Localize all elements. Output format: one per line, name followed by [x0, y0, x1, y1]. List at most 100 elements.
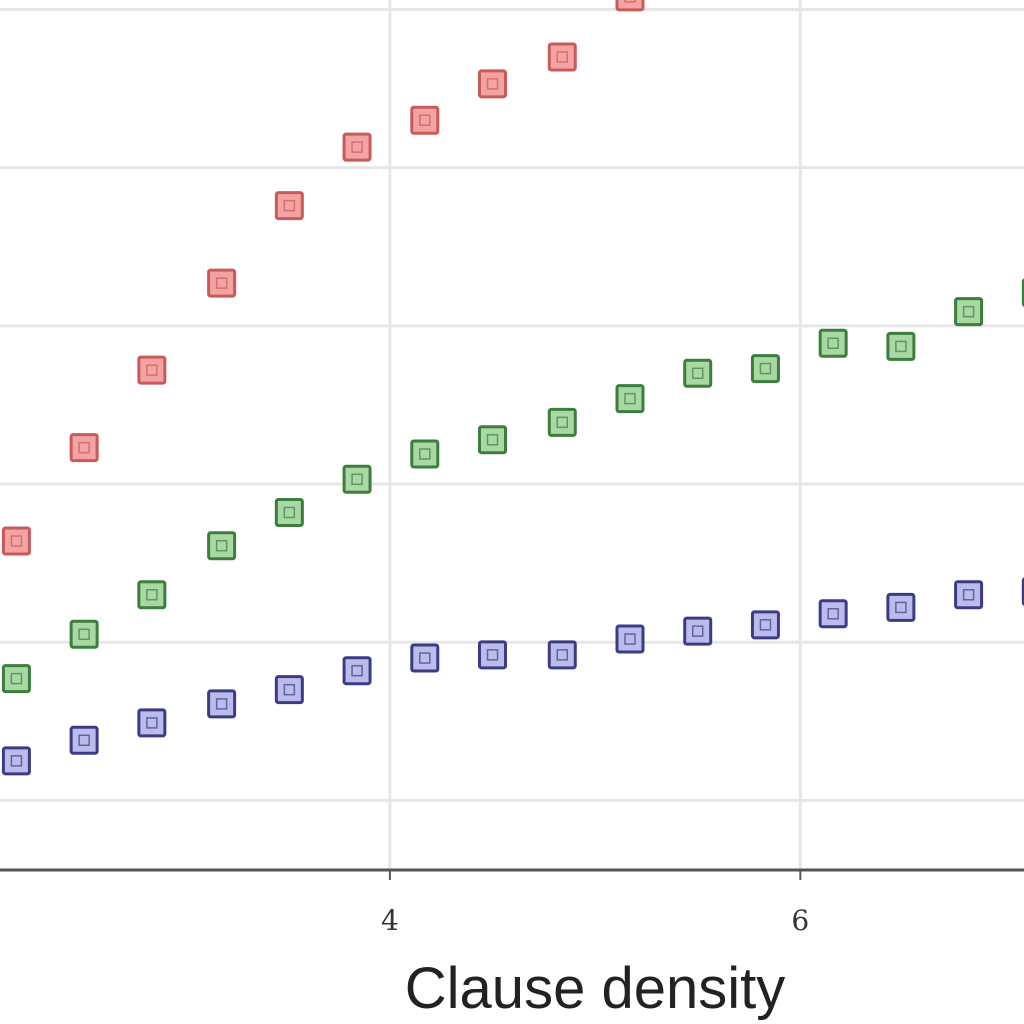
marker — [69, 433, 99, 463]
x-tick-label: 4 — [381, 904, 399, 937]
marker-inner — [351, 473, 363, 486]
marker-inner — [351, 664, 363, 677]
marker-inner — [283, 683, 296, 696]
marker — [478, 425, 508, 455]
marker — [547, 407, 577, 437]
point — [137, 580, 167, 610]
marker — [954, 580, 984, 610]
point — [750, 610, 780, 640]
point — [818, 328, 848, 358]
marker-inner — [78, 734, 90, 747]
marker-inner — [351, 141, 363, 153]
marker — [478, 69, 508, 99]
marker-inner — [486, 433, 499, 446]
marker — [274, 191, 304, 221]
marker — [207, 531, 237, 561]
marker — [342, 656, 372, 686]
point — [274, 191, 304, 221]
x-tick-label: 6 — [791, 904, 809, 937]
point — [1, 746, 31, 776]
marker-inner — [10, 535, 23, 547]
marker — [342, 464, 372, 494]
marker-inner — [895, 340, 907, 353]
point — [1, 664, 31, 694]
point — [886, 592, 916, 622]
marker-inner — [624, 0, 636, 3]
marker — [137, 708, 167, 738]
marker-inner — [691, 367, 704, 380]
marker — [274, 675, 304, 705]
marker — [683, 358, 713, 388]
marker-inner — [827, 607, 839, 620]
point — [478, 425, 508, 455]
point — [342, 132, 372, 162]
marker-inner — [146, 717, 158, 729]
marker-inner — [419, 448, 431, 460]
marker — [683, 616, 713, 646]
marker-inner — [215, 277, 228, 289]
marker-inner — [215, 698, 228, 710]
marker — [886, 331, 916, 361]
plot-area — [1, 0, 1024, 776]
marker-inner — [962, 589, 975, 601]
point — [274, 675, 304, 705]
grid — [0, 0, 1024, 870]
marker — [410, 439, 440, 469]
point — [615, 0, 645, 12]
point — [207, 531, 237, 561]
marker-inner — [962, 305, 975, 318]
marker — [818, 599, 848, 629]
marker — [1, 746, 31, 776]
marker — [886, 592, 916, 622]
point — [750, 354, 780, 384]
marker-inner — [624, 633, 636, 645]
marker-inner — [146, 589, 158, 601]
marker-inner — [759, 619, 772, 631]
point — [69, 725, 99, 755]
marker-inner — [78, 441, 90, 454]
point — [410, 643, 440, 673]
point — [274, 498, 304, 528]
marker-inner — [895, 601, 907, 614]
marker-inner — [556, 416, 569, 429]
point — [207, 268, 237, 298]
point — [69, 619, 99, 649]
point — [478, 640, 508, 670]
marker-inner — [556, 649, 569, 661]
marker — [410, 643, 440, 673]
marker-inner — [691, 625, 704, 637]
marker — [547, 42, 577, 72]
x-axis-label: Clause density — [405, 956, 785, 1021]
marker-inner — [624, 392, 636, 405]
marker — [615, 0, 645, 12]
marker-inner — [556, 51, 569, 63]
point — [886, 331, 916, 361]
marker — [137, 580, 167, 610]
point — [954, 580, 984, 610]
marker — [342, 132, 372, 162]
marker — [615, 384, 645, 414]
marker — [615, 624, 645, 654]
marker-inner — [283, 506, 296, 519]
point — [137, 355, 167, 385]
marker — [207, 689, 237, 719]
marker-inner — [78, 628, 90, 641]
point — [342, 464, 372, 494]
point — [547, 42, 577, 72]
point — [342, 656, 372, 686]
marker — [137, 355, 167, 385]
point — [1, 526, 31, 556]
marker-inner — [10, 755, 23, 767]
marker — [207, 268, 237, 298]
point — [547, 640, 577, 670]
marker — [750, 354, 780, 384]
marker-inner — [146, 364, 158, 376]
marker — [818, 328, 848, 358]
point — [137, 708, 167, 738]
point — [954, 297, 984, 327]
marker — [1, 526, 31, 556]
marker-inner — [215, 539, 228, 552]
marker-inner — [827, 337, 839, 350]
